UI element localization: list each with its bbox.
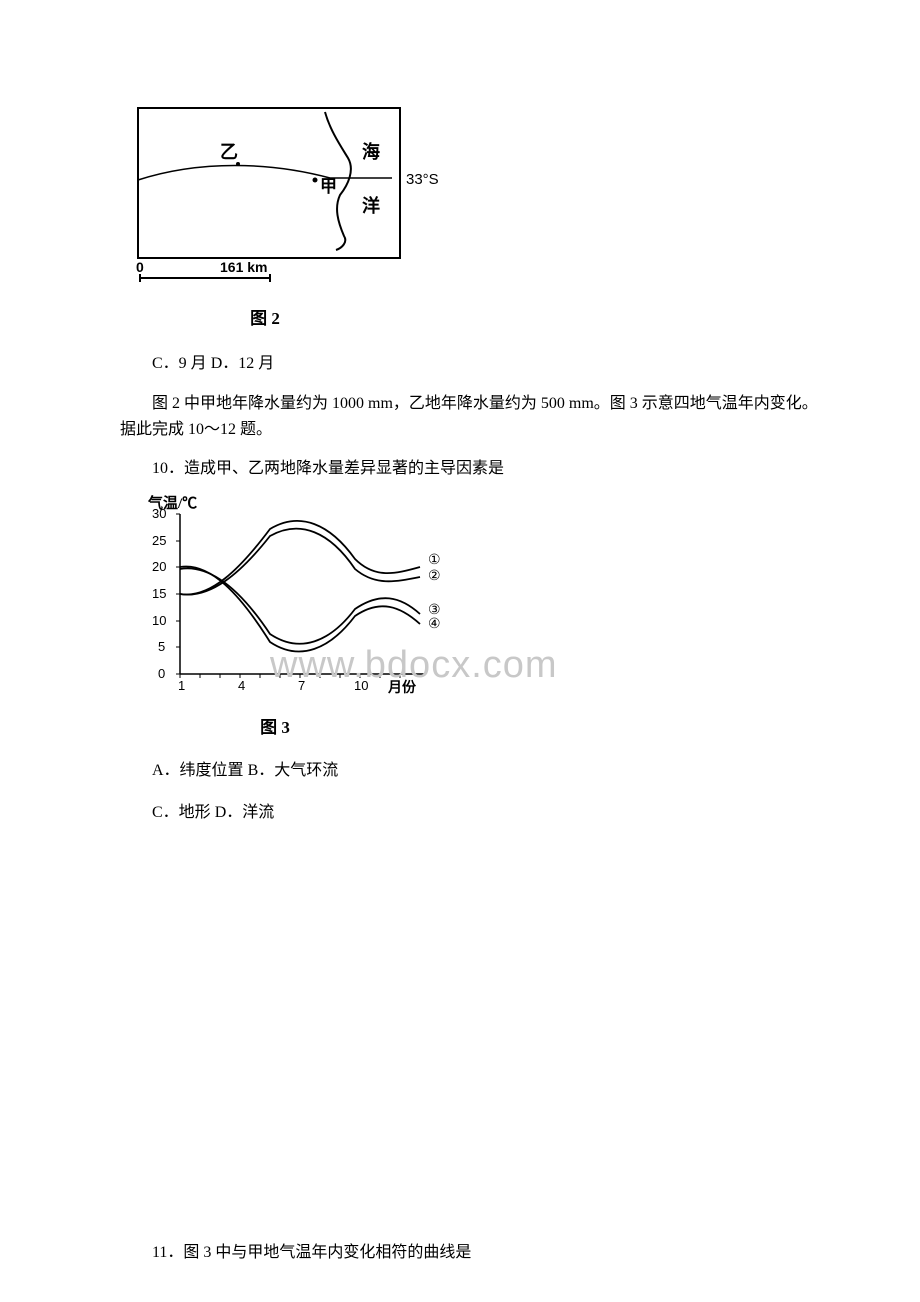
q10-stem: 10．造成甲、乙两地降水量差异显著的主导因素是 [120,456,840,482]
fig3-yticks: 0 5 10 15 20 25 30 [152,506,180,681]
q11-stem: 11．图 3 中与甲地气温年内变化相符的曲线是 [120,1240,840,1266]
fig3-series [180,521,420,652]
label-yi: 乙 [220,142,238,162]
figure-3-caption: 图 3 [130,713,420,738]
figure-3-svg: 气温/℃ 0 5 10 15 20 25 30 1 4 7 10 [130,494,450,704]
figure-3-wrap: 气温/℃ 0 5 10 15 20 25 30 1 4 7 10 [130,494,840,738]
label-jia: 甲 [320,177,337,196]
series-label-1: ① [428,553,441,568]
svg-text:20: 20 [152,559,166,574]
svg-text:1: 1 [178,678,185,693]
q10-option-c: C．地形 [152,804,211,821]
scale-dist: 161 km [220,259,267,275]
svg-text:4: 4 [238,678,245,693]
series-label-2: ② [428,569,441,584]
q9-option-c: C．9 月 [152,355,207,372]
spacer [80,840,840,1240]
q10-options-cd: C．地形 D．洋流 [152,798,840,822]
scale-zero: 0 [136,259,144,275]
map-frame [138,108,400,258]
q9-option-d: D．12 月 [211,355,275,372]
q10-options-ab: A．纬度位置 B．大气环流 [152,756,840,780]
label-sea: 海 [362,141,380,162]
series-label-3: ③ [428,603,441,618]
q10-option-a: A．纬度位置 [152,762,244,779]
fig3-xticks: 1 4 7 10 [178,674,400,693]
svg-text:5: 5 [158,639,165,654]
figure-2-svg: 乙 甲 海 洋 33°S 0 161 km [130,100,450,300]
q9-options-cd: C．9 月 D．12 月 [152,349,840,373]
series-4 [180,566,420,651]
svg-text:25: 25 [152,533,166,548]
figure-2-caption: 图 2 [130,304,400,329]
passage-text: 图 2 中甲地年降水量约为 1000 mm，乙地年降水量约为 500 mm。图 … [120,391,820,442]
label-ocean: 洋 [362,195,380,216]
jia-dot [313,178,318,183]
label-latitude: 33°S [406,171,439,188]
series-label-4: ④ [428,617,441,632]
svg-text:10: 10 [152,613,166,628]
svg-text:7: 7 [298,678,305,693]
series-1 [180,521,420,595]
figure-2: 乙 甲 海 洋 33°S 0 161 km 图 2 [130,100,840,329]
svg-text:0: 0 [158,666,165,681]
q10-option-b: B．大气环流 [248,762,339,779]
q10-option-d: D．洋流 [215,804,275,821]
yi-dot [236,162,240,166]
svg-text:30: 30 [152,506,166,521]
svg-text:10: 10 [354,678,368,693]
svg-text:15: 15 [152,586,166,601]
fig3-xlabel: 月份 [387,679,417,696]
